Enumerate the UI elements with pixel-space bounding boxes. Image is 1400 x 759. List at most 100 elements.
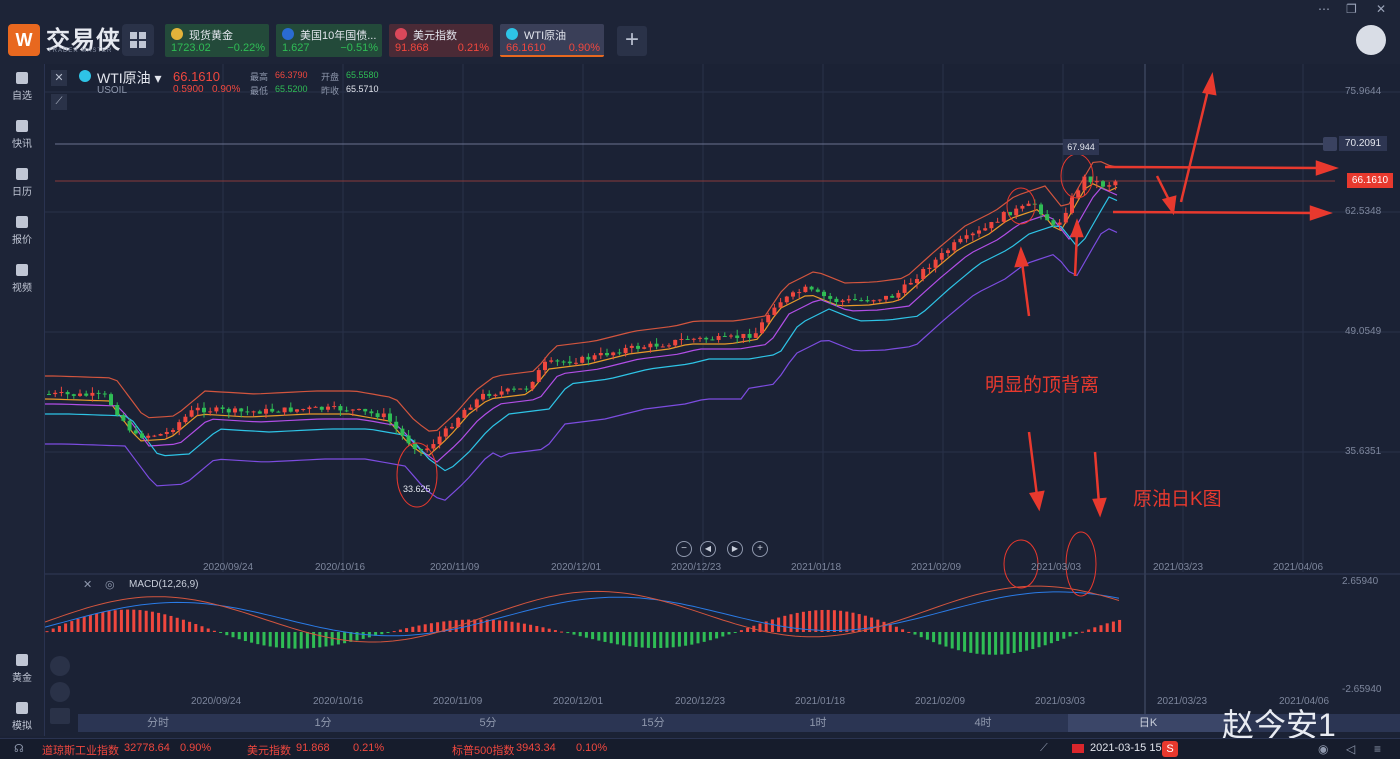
- candle-body: [896, 292, 901, 298]
- candle-body: [698, 337, 702, 339]
- candle-body: [183, 416, 188, 423]
- draw-tool-icon[interactable]: ⟋: [51, 94, 67, 110]
- candle-body: [400, 428, 405, 436]
- date-label: 2020/12/23: [671, 562, 722, 573]
- ticker-dxy[interactable]: 美元指数 91.868 0.21%: [389, 24, 493, 57]
- bell-icon[interactable]: [1323, 137, 1337, 151]
- macd-histogram-bar: [119, 609, 123, 632]
- tab-timeframe[interactable]: 15分: [641, 717, 665, 729]
- candle-body: [202, 407, 206, 413]
- scroll-start-button[interactable]: ◀: [700, 541, 716, 557]
- ticker-gold[interactable]: 现货黄金 1723.02 −0.22%: [165, 24, 269, 57]
- sidebar-item-calendar[interactable]: 日历: [0, 168, 44, 198]
- camera-icon[interactable]: ◉: [1318, 742, 1329, 756]
- bottom-ticker-name[interactable]: 标普500指数: [452, 745, 515, 757]
- macd-histogram-bar: [894, 626, 898, 632]
- macd-histogram-bar: [969, 632, 973, 653]
- macd-histogram-bar: [870, 617, 874, 632]
- current-price-tag: 66.1610: [1347, 173, 1393, 188]
- symbol-name[interactable]: WTI原油 ▾: [97, 70, 162, 86]
- candle-body: [853, 299, 857, 301]
- macd-histogram-bar: [88, 615, 92, 632]
- sidebar-item-demo[interactable]: 模拟: [0, 702, 44, 732]
- price-axis-label: 49.0549: [1345, 326, 1382, 337]
- tab-timeframe[interactable]: 1分: [314, 717, 332, 729]
- sidebar-item-watchlist[interactable]: 自选: [0, 72, 44, 102]
- macd-histogram-bar: [126, 609, 130, 632]
- signal-icon[interactable]: ⟋: [1040, 742, 1048, 754]
- macd-histogram-bar: [820, 609, 824, 632]
- avatar[interactable]: [1356, 25, 1386, 55]
- macd-histogram-bar: [82, 616, 86, 632]
- macd-histogram-bar: [355, 632, 359, 641]
- tab-timeframe[interactable]: 4时: [974, 717, 992, 729]
- bottom-ticker-price: 91.868: [296, 742, 330, 754]
- macd-histogram-bar: [1111, 621, 1115, 632]
- macd-histogram-bar: [163, 614, 167, 632]
- macd-histogram-bar: [157, 612, 161, 632]
- line-tool-icon[interactable]: [50, 708, 70, 724]
- macd-histogram-bar: [436, 622, 440, 632]
- macd-histogram-bar: [256, 632, 260, 645]
- candle-body: [164, 431, 169, 434]
- candle-body: [995, 221, 1000, 223]
- candle-body: [288, 407, 293, 412]
- close-macd-button[interactable]: ✕: [83, 579, 93, 591]
- chart-area[interactable]: ✕ ⟋ WTI原油 ▾ USOIL 66.1610 0.5900 0.90% 最…: [45, 64, 1400, 714]
- price-axis-label: 75.9644: [1345, 86, 1382, 97]
- ime-icon[interactable]: S: [1162, 741, 1178, 757]
- candle-body: [276, 411, 281, 413]
- tab-timeframe[interactable]: 分时: [147, 717, 169, 729]
- bottom-ticker-name[interactable]: 美元指数: [247, 745, 291, 757]
- close-chart-button[interactable]: ✕: [51, 70, 67, 86]
- tab-timeframe[interactable]: 1时: [809, 717, 827, 729]
- macd-histogram-bar: [380, 632, 384, 635]
- candle-body: [1001, 212, 1006, 222]
- news-icon: [16, 120, 28, 132]
- candle-body: [908, 282, 913, 285]
- candle-body: [766, 314, 771, 323]
- candle-body: [431, 444, 436, 449]
- mute-icon[interactable]: ◁: [1346, 742, 1356, 756]
- zoom-in-button[interactable]: +: [752, 541, 768, 557]
- candle-body: [958, 238, 963, 243]
- prev-value: 65.5710: [346, 84, 379, 94]
- ticker-wti[interactable]: WTI原油 66.1610 0.90%: [500, 24, 604, 57]
- menu-icon[interactable]: ≡: [1374, 742, 1382, 756]
- candle-body: [71, 394, 76, 396]
- alert-price-tag[interactable]: 70.2091: [1339, 136, 1387, 151]
- low-label: 最低: [250, 86, 269, 96]
- candle-body: [828, 296, 833, 299]
- zoom-out-button[interactable]: −: [676, 541, 692, 557]
- ticker-us10y[interactable]: 美国10年国债... 1.627 −0.51%: [276, 24, 382, 57]
- restore-icon[interactable]: ❐: [1346, 2, 1357, 16]
- bottom-ticker-name[interactable]: 道琼斯工业指数: [42, 745, 119, 757]
- sidebar-item-gold[interactable]: 黄金: [0, 654, 44, 684]
- tab-timeframe-daily[interactable]: 日K: [1068, 714, 1228, 732]
- macd-histogram-bar: [299, 632, 303, 649]
- add-ticker-button[interactable]: +: [617, 26, 647, 56]
- close-window-icon[interactable]: ✕: [1376, 2, 1387, 16]
- macd-histogram-bar: [801, 611, 805, 632]
- pin-icon[interactable]: ⋯: [1318, 2, 1330, 16]
- macd-histogram-bar: [591, 632, 595, 640]
- scroll-end-button[interactable]: ▶: [727, 541, 743, 557]
- layout-grid-button[interactable]: [122, 24, 154, 56]
- sidebar-item-video[interactable]: 视频: [0, 264, 44, 294]
- macd-date-label: 2021/03/23: [1157, 696, 1208, 707]
- candle-body: [598, 353, 603, 356]
- chart-canvas[interactable]: [45, 64, 1400, 714]
- candle-body: [1057, 222, 1062, 225]
- macd-histogram-bar: [188, 621, 192, 632]
- sidebar-item-quotes[interactable]: 报价: [0, 216, 44, 246]
- sidebar-item-news[interactable]: 快讯: [0, 120, 44, 150]
- bar-chart-icon[interactable]: [50, 656, 70, 676]
- settings-icon[interactable]: ◎: [105, 579, 115, 591]
- headset-icon[interactable]: ☊: [14, 743, 24, 755]
- candle-body: [859, 300, 864, 302]
- macd-histogram-bar: [392, 631, 396, 633]
- pen-icon[interactable]: [50, 682, 70, 702]
- chart-title-annotation: 原油日K图: [1133, 489, 1222, 510]
- low-value: 65.5200: [275, 84, 308, 94]
- tab-timeframe[interactable]: 5分: [479, 717, 497, 729]
